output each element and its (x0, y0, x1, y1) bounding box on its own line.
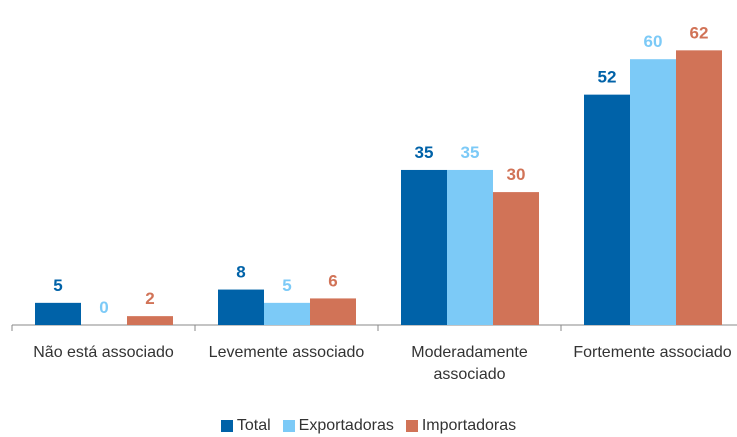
legend-swatch (405, 420, 418, 432)
legend: Total Exportadoras Importadoras (0, 417, 737, 435)
value-label: 30 (507, 165, 526, 184)
value-label: 8 (236, 263, 245, 282)
legend-swatch (282, 420, 295, 432)
x-tick-label: Fortemente associado (573, 344, 732, 361)
legend-swatch (220, 420, 233, 432)
value-label: 35 (415, 143, 434, 162)
legend-label: Total (236, 417, 271, 434)
legend-item: Total (220, 417, 271, 435)
bar (35, 302, 81, 325)
bar (630, 59, 676, 325)
legend-item: Importadoras (405, 417, 517, 435)
bar (447, 169, 493, 325)
value-label: 5 (282, 276, 291, 295)
x-tick-label: Não está associado (33, 344, 174, 361)
bar (127, 316, 173, 325)
bar (218, 289, 264, 325)
value-label: 60 (644, 32, 663, 51)
legend-label: Importadoras (421, 417, 517, 434)
bar (401, 169, 447, 325)
value-label: 0 (99, 298, 108, 317)
value-label: 52 (598, 68, 617, 87)
value-label: 5 (53, 276, 62, 295)
x-tick-label: Levemente associado (208, 344, 365, 361)
bar (493, 192, 539, 325)
value-label: 62 (690, 23, 709, 42)
x-tick-label: Moderadamente associado (411, 344, 528, 383)
value-label: 2 (145, 289, 154, 308)
value-label: 35 (461, 143, 480, 162)
bar (264, 302, 310, 325)
bar (310, 298, 356, 325)
bar (676, 50, 722, 326)
legend-item: Exportadoras (282, 417, 394, 435)
bar (584, 94, 630, 325)
legend-label: Exportadoras (298, 417, 394, 434)
value-label: 6 (328, 271, 337, 290)
